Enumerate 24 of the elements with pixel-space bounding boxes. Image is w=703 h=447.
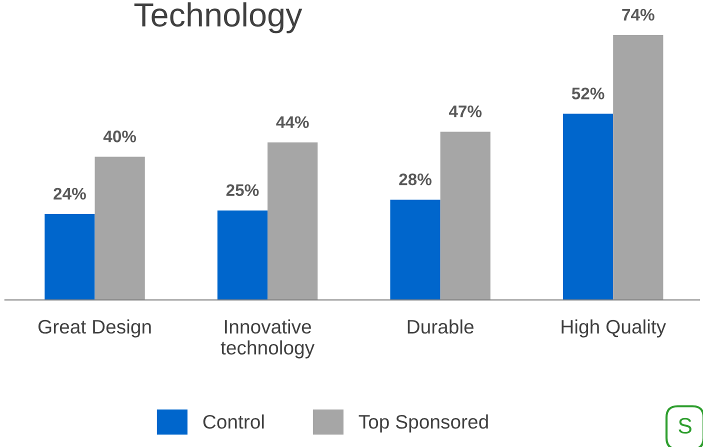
x-tick-label: Durable	[408, 319, 474, 334]
chart-title: Technology	[134, 2, 302, 34]
legend-label: Control	[203, 414, 264, 429]
data-label: 47%	[448, 106, 482, 118]
data-label: 25%	[226, 184, 259, 196]
bar	[44, 214, 95, 300]
x-tick-label: High Quality	[562, 319, 666, 338]
bar	[613, 35, 664, 300]
bar	[217, 210, 268, 300]
data-label: 28%	[399, 174, 432, 186]
bar	[94, 156, 145, 300]
data-label: 52%	[572, 88, 604, 100]
bar	[268, 142, 318, 300]
legend-label: Top Sponsored	[358, 414, 488, 433]
data-label: 24%	[54, 188, 86, 200]
bar	[562, 114, 614, 300]
x-tick-label: Innovative technology	[220, 319, 315, 358]
x-tick-label: Great Design	[38, 319, 151, 338]
text: S	[678, 418, 692, 434]
data-label: 74%	[622, 8, 654, 21]
bar	[440, 132, 490, 300]
bar	[390, 200, 440, 300]
data-label: 44%	[276, 116, 309, 128]
data-label: 40%	[103, 130, 136, 142]
